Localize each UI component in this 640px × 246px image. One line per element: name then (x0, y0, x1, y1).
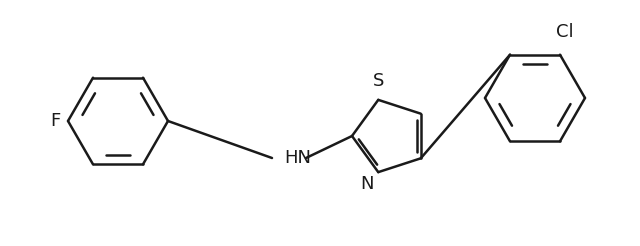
Text: S: S (372, 72, 384, 90)
Text: HN: HN (284, 149, 311, 167)
Text: Cl: Cl (556, 23, 574, 41)
Text: F: F (50, 112, 60, 130)
Text: N: N (360, 175, 373, 193)
